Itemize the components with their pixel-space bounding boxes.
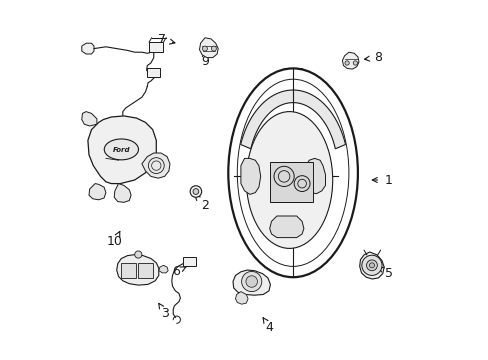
Circle shape — [366, 260, 377, 271]
Polygon shape — [88, 116, 156, 184]
FancyBboxPatch shape — [121, 263, 136, 278]
Text: 3: 3 — [159, 303, 169, 320]
Text: 6: 6 — [172, 265, 186, 278]
Polygon shape — [241, 158, 260, 194]
Polygon shape — [359, 252, 384, 279]
Polygon shape — [117, 255, 159, 285]
Text: 9: 9 — [201, 51, 208, 68]
Polygon shape — [89, 184, 106, 200]
Text: 10: 10 — [107, 231, 122, 248]
Text: 8: 8 — [364, 51, 381, 64]
Polygon shape — [235, 292, 247, 304]
Polygon shape — [199, 38, 218, 58]
Ellipse shape — [104, 139, 138, 160]
Ellipse shape — [246, 112, 332, 248]
Polygon shape — [232, 270, 270, 295]
Polygon shape — [114, 184, 131, 202]
Text: 2: 2 — [195, 195, 208, 212]
Circle shape — [211, 46, 216, 51]
Text: 1: 1 — [371, 174, 392, 186]
Polygon shape — [81, 43, 94, 54]
Text: Ford: Ford — [112, 147, 130, 153]
FancyBboxPatch shape — [183, 257, 196, 266]
Circle shape — [134, 251, 142, 258]
Circle shape — [344, 61, 348, 65]
Text: 4: 4 — [263, 318, 273, 334]
Circle shape — [241, 271, 261, 292]
FancyBboxPatch shape — [146, 68, 160, 77]
FancyBboxPatch shape — [138, 263, 152, 278]
Circle shape — [190, 186, 201, 197]
Text: 5: 5 — [377, 267, 392, 280]
Text: 7: 7 — [157, 33, 175, 46]
Circle shape — [202, 46, 207, 51]
Circle shape — [245, 276, 257, 287]
Circle shape — [361, 255, 381, 275]
Circle shape — [193, 189, 199, 194]
Circle shape — [352, 61, 357, 65]
Polygon shape — [269, 216, 303, 238]
FancyBboxPatch shape — [269, 162, 312, 202]
Polygon shape — [342, 52, 358, 69]
Polygon shape — [303, 158, 325, 194]
Polygon shape — [81, 112, 97, 126]
Polygon shape — [159, 265, 168, 273]
Polygon shape — [142, 153, 170, 178]
Circle shape — [368, 263, 374, 268]
FancyBboxPatch shape — [149, 42, 163, 52]
Polygon shape — [240, 90, 345, 149]
